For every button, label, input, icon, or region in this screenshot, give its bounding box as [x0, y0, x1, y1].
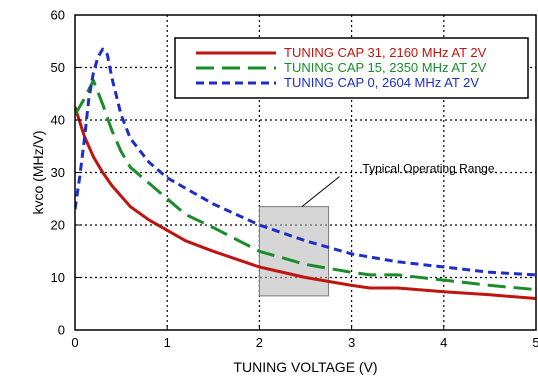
series-layer [75, 47, 536, 300]
y-tick-label: 30 [51, 165, 65, 180]
y-tick-label: 60 [51, 8, 65, 23]
operating-range-layer [258, 206, 330, 297]
y-tick-label: 0 [58, 323, 65, 338]
legend-label-2: TUNING CAP 0, 2604 MHz AT 2V [284, 75, 479, 90]
y-axis-title: kvco (MHz/V) [30, 131, 46, 215]
legend-label-1: TUNING CAP 15, 2350 MHz AT 2V [284, 60, 487, 75]
annotation-label: Typical Operating Range [362, 162, 494, 176]
y-tick-label: 20 [51, 218, 65, 233]
series-line-2 [75, 47, 536, 277]
x-axis-title: TUNING VOLTAGE (V) [233, 359, 377, 375]
y-tick-label: 10 [51, 270, 65, 285]
annotation-leader [301, 176, 340, 208]
annotation-layer: Typical Operating Range [301, 162, 495, 208]
operating-range-box [258, 206, 330, 297]
x-tick-label: 4 [440, 335, 447, 350]
x-tick-label: 3 [348, 335, 355, 350]
x-tick-label: 1 [164, 335, 171, 350]
y-tick-label: 50 [51, 60, 65, 75]
x-tick-label: 0 [71, 335, 78, 350]
series-line-1 [75, 79, 536, 292]
x-tick-label: 2 [256, 335, 263, 350]
series-line-0 [75, 106, 536, 300]
x-tick-label: 5 [532, 335, 538, 350]
y-tick-label: 40 [51, 113, 65, 128]
legend-label-0: TUNING CAP 31, 2160 MHz AT 2V [284, 45, 487, 60]
